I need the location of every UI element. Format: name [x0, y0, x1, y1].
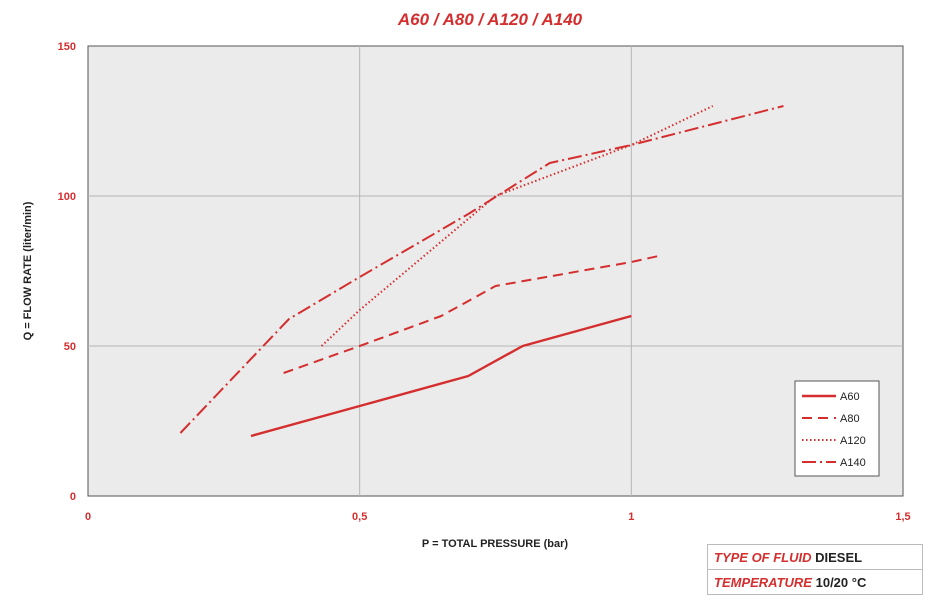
legend-box [794, 380, 880, 477]
x-axis-ticks: 0 0,5 1 1,5 [85, 511, 911, 523]
legend-label-a140: A140 [840, 457, 866, 469]
legend-label-a80: A80 [840, 413, 860, 425]
legend: A60 A80 A120 A140 [794, 380, 880, 477]
x-tick-label: 0 [85, 511, 91, 523]
y-tick-label: 0 [70, 491, 76, 503]
fluid-info-table: TYPE OF FLUID DIESEL TEMPERATURE 10/20 °… [707, 544, 923, 595]
temperature-cell: TEMPERATURE 10/20 °C [707, 569, 923, 595]
y-axis-ticks: 0 50 100 150 [58, 41, 76, 503]
series-lines [179, 105, 784, 438]
x-tick-label: 0,5 [352, 511, 367, 523]
series-line-a120 [320, 105, 714, 347]
fluid-label: TYPE OF FLUID [714, 549, 812, 565]
y-tick-label: 100 [58, 191, 76, 203]
y-tick-label: 150 [58, 41, 76, 53]
legend-label-a60: A60 [840, 391, 860, 403]
temperature-value: 10/20 °C [815, 574, 867, 590]
fluid-value: DIESEL [815, 549, 863, 565]
temperature-row: TEMPERATURE 10/20 °C [707, 569, 923, 595]
series-line-a60 [250, 314, 632, 438]
temperature-label: TEMPERATURE [714, 574, 812, 590]
series-line-a80 [283, 255, 659, 374]
plot-area [87, 45, 904, 497]
series-line-a140 [179, 105, 784, 434]
x-axis-label: P = TOTAL PRESSURE (bar) [422, 538, 569, 550]
y-axis-label: Q = FLOW RATE (liter/min) [22, 201, 34, 340]
x-tick-label: 1 [628, 511, 634, 523]
x-tick-label: 1,5 [895, 511, 910, 523]
chart-title: A60 / A80 / A120 / A140 [397, 10, 583, 29]
fluid-cell: TYPE OF FLUID DIESEL [707, 544, 923, 570]
legend-label-a120: A120 [840, 435, 866, 447]
fluid-row: TYPE OF FLUID DIESEL [707, 544, 923, 570]
y-tick-label: 50 [64, 341, 76, 353]
